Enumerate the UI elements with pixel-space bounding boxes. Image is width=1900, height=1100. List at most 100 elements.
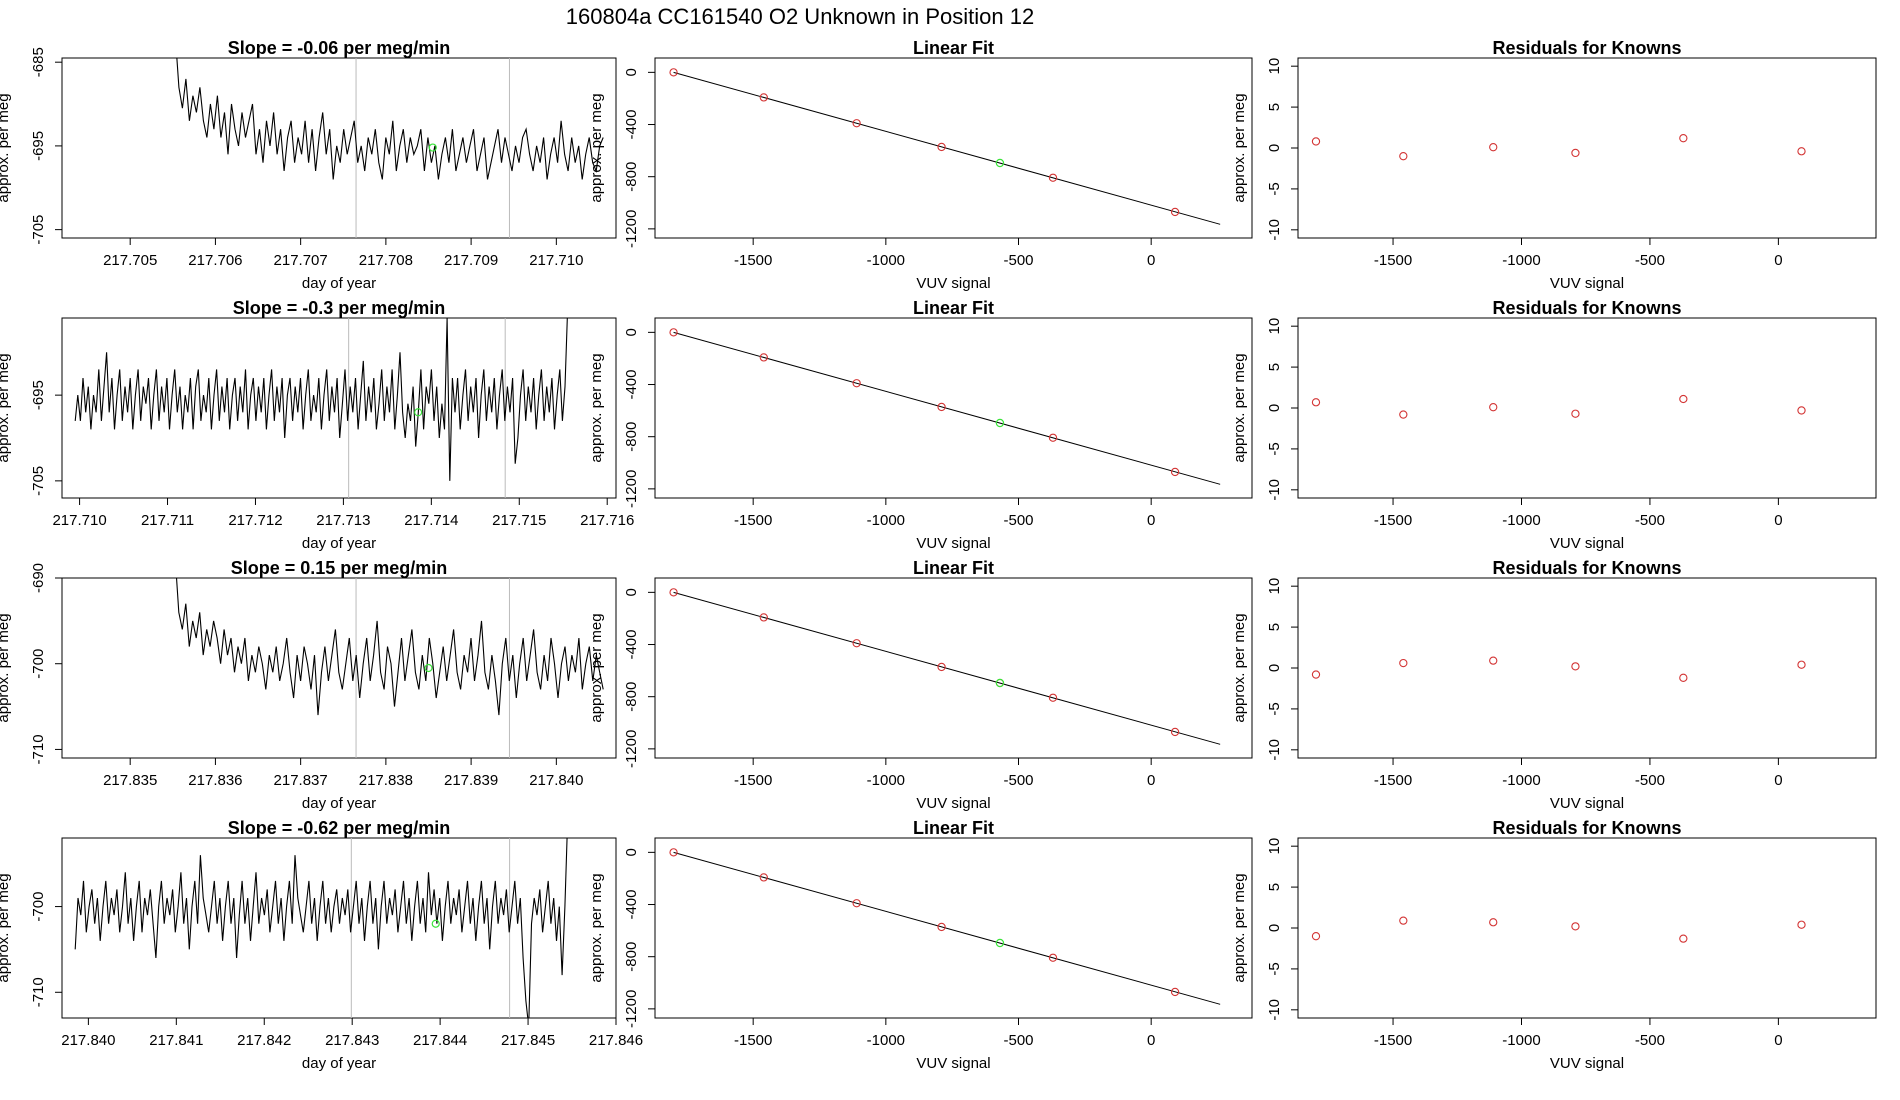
- known-point: [937, 662, 946, 672]
- chart-panel-linear_fit: Linear Fit VUV signal approx. per meg -1500…: [588, 38, 1253, 292]
- y-axis-label: approx. per meg: [588, 613, 605, 722]
- x-tick-label: 217.836: [188, 772, 242, 789]
- chart-panel-residuals: Residuals for Knowns VUV signal approx. pe…: [1231, 38, 1877, 292]
- x-axis-label: VUV signal: [1550, 1055, 1624, 1072]
- y-tick-label: -695: [30, 131, 47, 161]
- y-tick-label: -1200: [623, 990, 640, 1028]
- series-line: [74, 318, 568, 481]
- known-point: [669, 848, 678, 857]
- y-tick-label: -1200: [623, 470, 640, 508]
- y-tick-label: -5: [1266, 702, 1283, 715]
- x-tick-label: -1500: [734, 252, 772, 269]
- y-tick-label: -10: [1266, 999, 1283, 1021]
- x-tick-label: 217.706: [188, 252, 242, 269]
- plot-data-area: [74, 318, 568, 498]
- y-tick-label: -5: [1266, 182, 1283, 195]
- known-point: [1797, 147, 1806, 156]
- chart-panel-timeseries: Slope = 0.15 per meg/min day of year appro…: [0, 558, 617, 812]
- chart-title: Slope = -0.62 per meg/min: [228, 818, 451, 838]
- y-tick-label: 0: [1266, 404, 1283, 412]
- unknown-point: [995, 938, 1005, 948]
- chart-title: Residuals for Knowns: [1492, 818, 1681, 838]
- chart-panel-timeseries: Slope = -0.62 per meg/min day of year appr…: [0, 818, 643, 1072]
- known-point: [759, 613, 768, 622]
- y-axis-label: approx. per meg: [1231, 93, 1248, 202]
- known-point: [937, 922, 946, 932]
- y-axis-label: approx. per meg: [0, 873, 12, 982]
- y-tick-label: 0: [1266, 924, 1283, 932]
- known-point: [1679, 134, 1688, 143]
- y-tick-label: -10: [1266, 479, 1283, 501]
- x-axis-label: VUV signal: [916, 795, 990, 812]
- fit-line: [673, 331, 1221, 485]
- chart-title: Linear Fit: [913, 818, 994, 838]
- y-tick-label: -400: [623, 630, 640, 660]
- x-tick-label: -500: [1635, 772, 1665, 789]
- x-tick-label: 217.708: [359, 252, 413, 269]
- x-tick-label: -500: [1003, 1032, 1033, 1049]
- known-point: [1311, 398, 1321, 407]
- chart-panel-timeseries: Slope = -0.3 per meg/min day of year appro…: [0, 298, 634, 552]
- series-line: [74, 838, 568, 1018]
- x-tick-label: 0: [1774, 1032, 1782, 1049]
- chart-title: Slope = -0.06 per meg/min: [228, 38, 451, 58]
- y-axis-label: approx. per meg: [0, 93, 12, 202]
- x-axis-label: day of year: [302, 1055, 376, 1072]
- x-axis-label: VUV signal: [916, 1055, 990, 1072]
- known-point: [669, 68, 678, 77]
- x-tick-label: -500: [1635, 252, 1665, 269]
- y-tick-label: -685: [30, 47, 47, 77]
- x-tick-label: 217.845: [501, 1032, 555, 1049]
- x-tick-label: 217.842: [237, 1032, 291, 1049]
- y-tick-label: -1200: [623, 730, 640, 768]
- fit-line: [673, 71, 1221, 225]
- y-tick-label: -710: [30, 734, 47, 764]
- known-point: [1170, 987, 1180, 997]
- chart-panel-residuals: Residuals for Knowns VUV signal approx. pe…: [1231, 298, 1877, 552]
- x-tick-label: 217.709: [444, 252, 498, 269]
- x-tick-label: 217.841: [149, 1032, 203, 1049]
- y-axis-label: approx. per meg: [1231, 353, 1248, 462]
- y-tick-label: -705: [30, 215, 47, 245]
- chart-title: Linear Fit: [913, 298, 994, 318]
- known-point: [759, 93, 768, 102]
- known-point: [1489, 143, 1498, 152]
- known-point: [1679, 394, 1688, 404]
- y-tick-label: 5: [1266, 103, 1283, 111]
- known-point: [1571, 662, 1580, 671]
- unknown-point: [995, 158, 1005, 168]
- page-title: 160804a CC161540 O2 Unknown in Position …: [566, 4, 1034, 29]
- plot-frame: [61, 837, 617, 1019]
- plot-frame: [61, 317, 617, 499]
- plot-frame: [1297, 837, 1877, 1019]
- x-tick-label: -1000: [1502, 252, 1540, 269]
- x-tick-label: 217.705: [103, 252, 157, 269]
- plot-data-area: [669, 68, 1221, 225]
- known-point: [1797, 660, 1806, 669]
- chart-panel-linear_fit: Linear Fit VUV signal approx. per meg -1500…: [588, 298, 1253, 552]
- known-point: [1489, 918, 1498, 927]
- chart-title: Residuals for Knowns: [1492, 558, 1681, 578]
- y-tick-label: 5: [1266, 363, 1283, 371]
- x-axis-label: day of year: [302, 795, 376, 812]
- plot-frame: [61, 577, 617, 759]
- x-tick-label: -1500: [1374, 1032, 1412, 1049]
- known-point: [1399, 152, 1408, 161]
- known-point: [1048, 693, 1058, 702]
- x-tick-label: -500: [1003, 512, 1033, 529]
- y-tick-label: -10: [1266, 739, 1283, 761]
- plot-data-area: [1311, 394, 1806, 419]
- x-tick-label: 217.713: [316, 512, 370, 529]
- x-tick-label: -1000: [867, 772, 905, 789]
- y-tick-label: -5: [1266, 962, 1283, 975]
- x-axis-label: day of year: [302, 535, 376, 552]
- x-tick-label: 217.712: [228, 512, 282, 529]
- unknown-point: [995, 418, 1005, 428]
- x-tick-label: 0: [1774, 252, 1782, 269]
- x-tick-label: 217.714: [404, 512, 458, 529]
- known-point: [1571, 922, 1580, 931]
- y-tick-label: -690: [30, 563, 47, 593]
- plot-data-area: [669, 848, 1221, 1005]
- x-axis-label: VUV signal: [916, 275, 990, 292]
